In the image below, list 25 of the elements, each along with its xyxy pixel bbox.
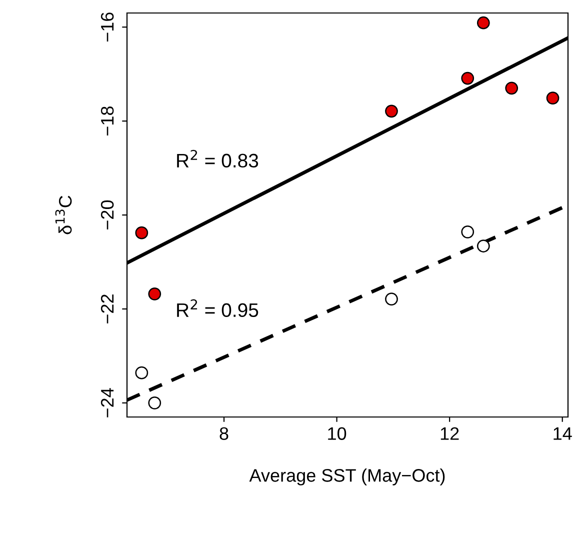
annotation: R$^{2}$ = 0.83 [177, 150, 258, 168]
x-tick-label: 8 [220, 427, 228, 440]
point [148, 396, 162, 410]
y-tick-label: −16 [100, 12, 114, 42]
point [546, 92, 560, 104]
y-axis-title: δ$^{13}$C [55, 196, 72, 234]
y-tick-label: −24 [100, 388, 114, 418]
point [385, 292, 398, 306]
point [461, 72, 474, 85]
y-tick-label: −18 [100, 106, 114, 136]
point [135, 366, 148, 380]
point [385, 104, 398, 118]
point [461, 225, 474, 238]
x-tick-label: 10 [328, 427, 346, 440]
point [148, 287, 162, 300]
y-tick-label: −22 [100, 294, 114, 324]
point [476, 240, 490, 252]
x-axis-title: Average SST (May−Oct) [249, 468, 445, 486]
y-tick-label: −20 [100, 200, 114, 230]
point [135, 226, 148, 240]
point [505, 82, 518, 95]
x-tick-label: 12 [440, 427, 459, 440]
point [476, 16, 490, 30]
x-tick-label: 14 [554, 427, 572, 440]
annotation: R$^{2}$ = 0.95 [177, 299, 258, 318]
